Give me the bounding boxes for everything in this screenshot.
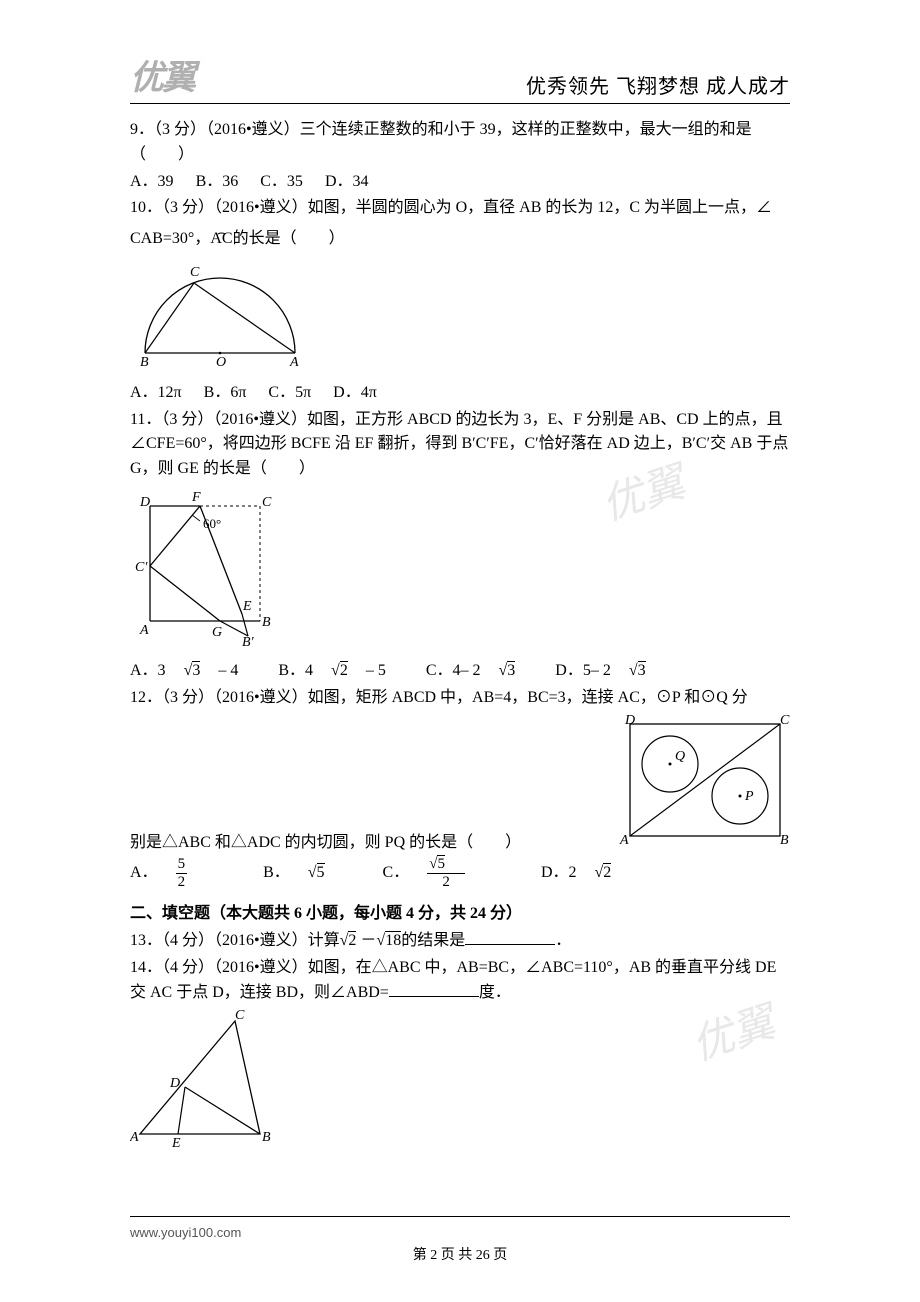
footer-page: 第 2 页 共 26 页 <box>0 1244 920 1264</box>
q10-figure: B O A C <box>130 258 790 377</box>
logo-text: 优翼 <box>130 50 194 99</box>
q10-optD: D．4π <box>333 384 377 401</box>
q13-blank <box>465 929 555 945</box>
q10-options: A．12π B．6π C．5π D．4π <box>130 381 790 406</box>
q9-optD: D．34 <box>325 173 369 190</box>
svg-text:B: B <box>140 355 149 368</box>
q9-options: A．39 B．36 C．35 D．34 <box>130 170 790 195</box>
q10-line2a: CAB=30°， <box>130 230 210 247</box>
q13-r2: 18 <box>385 931 401 949</box>
svg-text:C′: C′ <box>135 560 148 575</box>
q12-optB: B．√5 <box>263 861 342 886</box>
header-slogan: 优秀领先 飞翔梦想 成人成才 <box>526 70 790 99</box>
svg-text:B′: B′ <box>242 635 255 646</box>
svg-text:O: O <box>216 355 226 368</box>
content-body: 9．（3 分）（2016•遵义）三个连续正整数的和小于 39，这样的正整数中，最… <box>130 118 790 1158</box>
q9-text: 9．（3 分）（2016•遵义）三个连续正整数的和小于 39，这样的正整数中，最… <box>130 121 752 163</box>
q11-optB: B．4√2– 5 <box>278 662 407 679</box>
svg-text:B: B <box>780 833 789 847</box>
q9-optC: C．35 <box>260 173 303 190</box>
q10-optA: A．12π <box>130 384 182 401</box>
svg-text:C: C <box>235 1009 245 1023</box>
q13-end: ． <box>555 932 571 949</box>
q14-blank <box>389 981 479 997</box>
svg-text:D: D <box>169 1076 180 1091</box>
section-2-title: 二、填空题（本大题共 6 小题，每小题 4 分，共 24 分） <box>130 902 790 927</box>
q10-line2: CAB=30°，AC的长是（ ） <box>130 227 790 252</box>
svg-text:C: C <box>190 265 200 280</box>
q11-figure: 60° D F C C′ A G E B B′ <box>130 486 790 655</box>
svg-text:A: A <box>619 833 629 847</box>
q11-optA: A．3√3– 4 <box>130 662 260 679</box>
svg-text:E: E <box>171 1136 181 1149</box>
question-9: 9．（3 分）（2016•遵义）三个连续正整数的和小于 39，这样的正整数中，最… <box>130 118 790 168</box>
q12-line2: 别是△ABC 和△ADC 的内切圆，则 PQ 的长是（ ） <box>130 834 521 851</box>
svg-text:D: D <box>139 495 150 510</box>
page-header: 优翼 优秀领先 飞翔梦想 成人成才 <box>130 50 790 104</box>
q14-unit: 度． <box>479 984 511 1001</box>
svg-text:B: B <box>262 615 271 630</box>
q12-figure: D C A B Q P <box>615 712 790 856</box>
q12-options: A． 52 B．√5 C． √52 D．2√2 <box>130 856 790 890</box>
svg-text:E: E <box>242 599 252 614</box>
svg-text:G: G <box>212 625 222 640</box>
q10-optC: C．5π <box>268 384 311 401</box>
q10-optB: B．6π <box>204 384 247 401</box>
q10-line2b: 的长是（ ） <box>233 230 345 247</box>
footer-divider <box>130 1216 790 1217</box>
q10-arc: AC <box>210 230 232 247</box>
svg-text:C: C <box>780 713 790 728</box>
svg-text:C: C <box>262 495 272 510</box>
question-13: 13．（4 分）（2016•遵义）计算√2 －√18的结果是． <box>130 929 790 954</box>
svg-text:60°: 60° <box>203 516 221 531</box>
question-12-line1: 12．（3 分）（2016•遵义）如图，矩形 ABCD 中，AB=4，BC=3，… <box>130 686 790 711</box>
question-10: 10．（3 分）（2016•遵义）如图，半圆的圆心为 O，直径 AB 的长为 1… <box>130 196 790 221</box>
svg-text:D: D <box>624 713 635 728</box>
svg-text:F: F <box>191 490 201 505</box>
q9-optA: A．39 <box>130 173 174 190</box>
q13-r1: 2 <box>348 931 356 949</box>
svg-text:A: A <box>130 1130 139 1145</box>
q12-line1: 12．（3 分）（2016•遵义）如图，矩形 ABCD 中，AB=4，BC=3，… <box>130 689 748 706</box>
svg-text:A: A <box>139 623 149 638</box>
q13-minus: － <box>360 932 376 949</box>
q12-optD: D．2√2 <box>541 861 629 886</box>
q11-optD: D．5– 2√3 <box>555 662 663 679</box>
q12-optC: C． √52 <box>383 856 501 890</box>
svg-text:P: P <box>744 789 754 804</box>
question-14: 14．（4 分）（2016•遵义）如图，在△ABC 中，AB=BC，∠ABC=1… <box>130 956 790 1006</box>
svg-text:Q: Q <box>675 749 685 764</box>
q9-optB: B．36 <box>196 173 239 190</box>
q10-line1: 10．（3 分）（2016•遵义）如图，半圆的圆心为 O，直径 AB 的长为 1… <box>130 199 772 216</box>
q12-optA: A． 52 <box>130 856 223 890</box>
q13-post: 的结果是 <box>401 932 465 949</box>
q13-pre: 13．（4 分）（2016•遵义）计算 <box>130 932 340 949</box>
q11-options: A．3√3– 4 B．4√2– 5 C．4– 2√3 D．5– 2√3 <box>130 659 790 684</box>
svg-text:B: B <box>262 1130 271 1145</box>
q11-optC: C．4– 2√3 <box>426 662 537 679</box>
q11-text: 11．（3 分）（2016•遵义）如图，正方形 ABCD 的边长为 3，E、F … <box>130 411 788 478</box>
question-12-row: 别是△ABC 和△ADC 的内切圆，则 PQ 的长是（ ） D C A B Q … <box>130 712 790 856</box>
svg-text:A: A <box>289 355 299 368</box>
question-11: 11．（3 分）（2016•遵义）如图，正方形 ABCD 的边长为 3，E、F … <box>130 408 790 482</box>
footer-url: www.youyi100.com <box>130 1225 241 1240</box>
q14-figure: A E B D C <box>130 1009 790 1158</box>
